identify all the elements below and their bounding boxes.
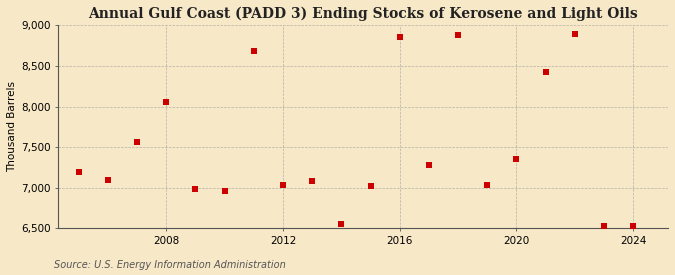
Point (453, 33, 464, 37)
Point (540, 70, 551, 75)
Point (161, 100, 171, 105)
Point (365, 184, 376, 188)
Point (511, 156, 522, 161)
Point (74, 169, 84, 174)
Point (219, 189, 230, 193)
Point (190, 186, 201, 191)
Point (482, 183, 493, 188)
Point (599, 224, 610, 228)
Point (103, 178, 113, 183)
Point (132, 140, 142, 144)
Point (423, 163, 434, 167)
Y-axis label: Thousand Barrels: Thousand Barrels (7, 81, 17, 172)
Point (394, 35, 405, 40)
Point (277, 182, 288, 187)
Text: Source: U.S. Energy Information Administration: Source: U.S. Energy Information Administ… (54, 260, 286, 270)
Point (306, 179, 317, 183)
Point (336, 221, 347, 226)
Point (569, 32, 580, 36)
Point (248, 49, 259, 53)
Title: Annual Gulf Coast (PADD 3) Ending Stocks of Kerosene and Light Oils: Annual Gulf Coast (PADD 3) Ending Stocks… (88, 7, 638, 21)
Point (628, 224, 639, 228)
